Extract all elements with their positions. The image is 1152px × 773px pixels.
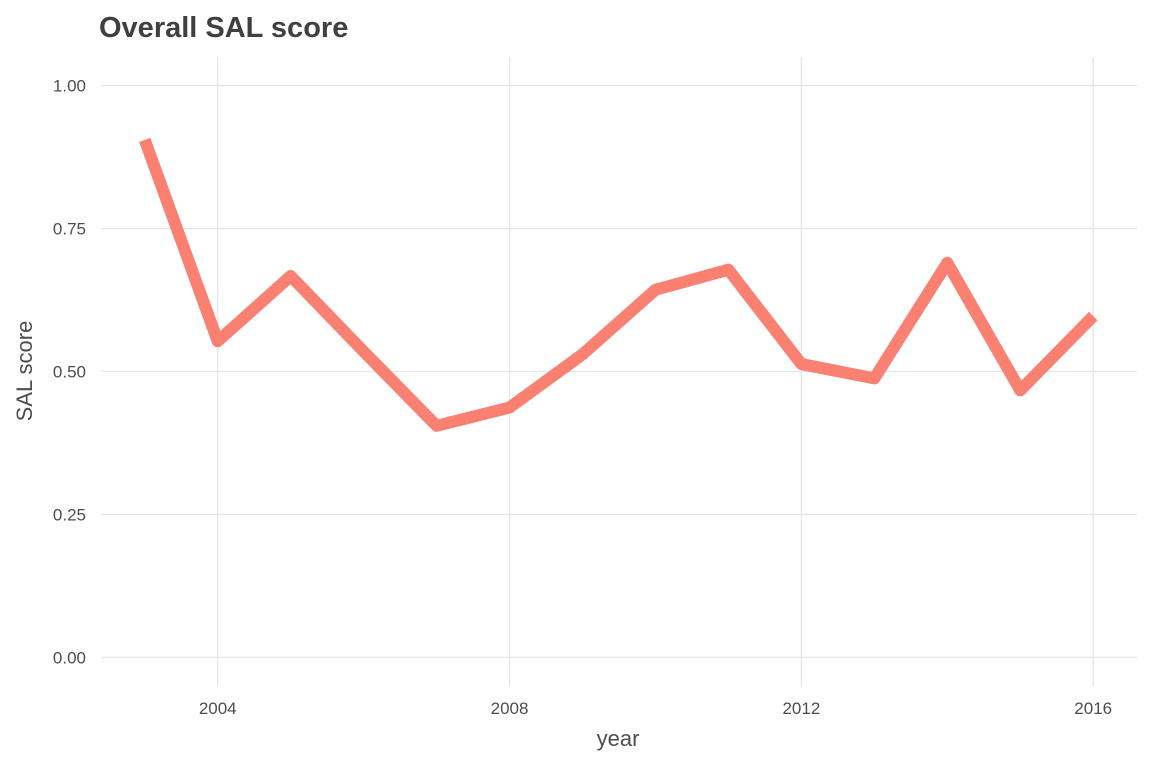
y-axis-label: SAL score [12,321,37,422]
chart-title: Overall SAL score [99,12,348,44]
x-tick-label: 2012 [782,699,820,718]
x-tick-label: 2004 [199,699,237,718]
x-axis-label: year [597,726,640,751]
x-tick-label: 2016 [1074,699,1112,718]
axis-ticks: 0.00 0.25 0.50 0.75 1.00 2004 2008 2012 2016 [53,77,1112,718]
y-tick-label: 0.00 [53,648,86,667]
grid [101,57,1137,686]
y-tick-label: 0.75 [53,220,86,239]
y-tick-label: 1.00 [53,77,86,96]
series-line-0 [145,140,1093,426]
x-tick-label: 2008 [491,699,529,718]
series [145,140,1094,426]
y-tick-label: 0.50 [53,363,86,382]
y-tick-label: 0.25 [53,505,86,524]
